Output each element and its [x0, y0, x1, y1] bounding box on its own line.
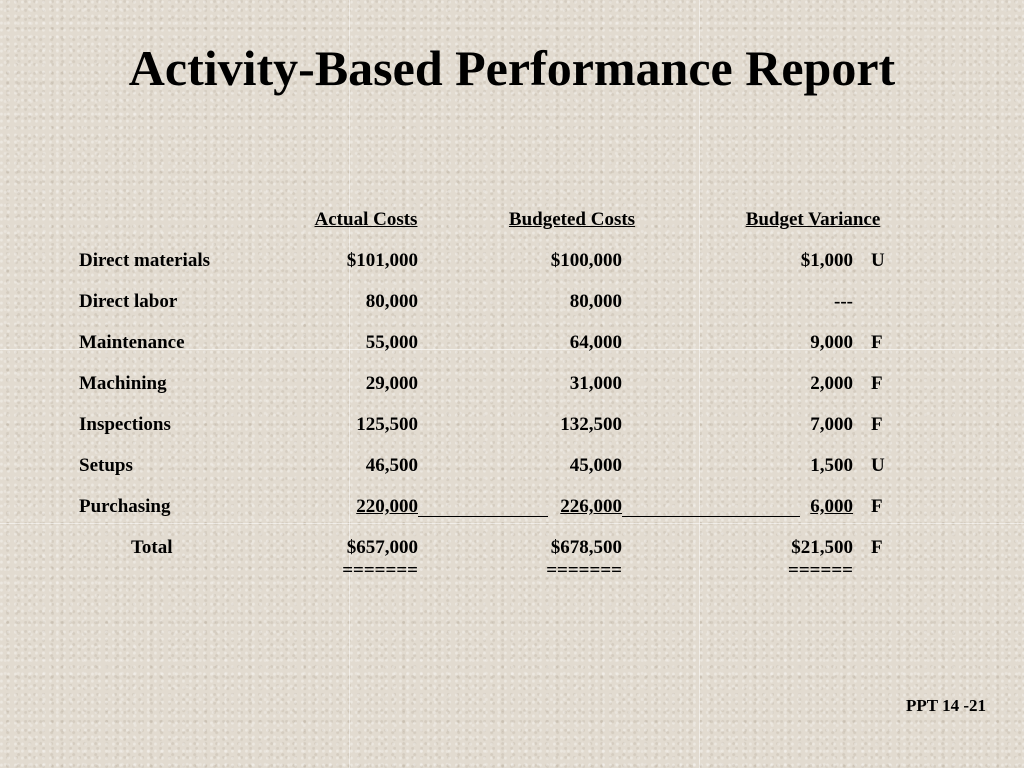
variance-flag: U	[871, 250, 885, 271]
double-underline-rule: =======	[342, 560, 418, 581]
actual-cost-cell: 125,500	[356, 414, 418, 435]
variance-flag: F	[871, 332, 883, 353]
actual-cost-cell: 80,000	[365, 291, 418, 312]
column-header-budget-variance: Budget Variance	[745, 209, 881, 230]
column-header-actual-costs: Actual Costs	[314, 209, 418, 230]
actual-cost-cell: $657,000	[346, 537, 418, 558]
column-header-budgeted-costs: Budgeted Costs	[508, 209, 636, 230]
subtotal-underline	[418, 516, 548, 517]
budgeted-cost-cell: 31,000	[569, 373, 622, 394]
actual-cost-cell: 46,500	[365, 455, 418, 476]
double-underline-rule: =======	[546, 560, 622, 581]
budget-variance-cell: 9,000	[810, 332, 853, 353]
row-label: Purchasing	[79, 496, 171, 517]
budgeted-cost-cell: 80,000	[569, 291, 622, 312]
budgeted-cost-cell: 226,000	[560, 496, 622, 517]
variance-flag: F	[871, 537, 883, 558]
double-underline-rule: ======	[788, 560, 853, 581]
budgeted-cost-cell: 64,000	[569, 332, 622, 353]
slide-title: Activity-Based Performance Report	[128, 40, 896, 96]
row-label: Setups	[79, 455, 133, 476]
subtotal-underline	[622, 516, 800, 517]
budget-variance-cell: 1,500	[810, 455, 853, 476]
budget-variance-cell: 2,000	[810, 373, 853, 394]
budget-variance-cell: ---	[834, 291, 853, 312]
background-gridline	[0, 523, 1024, 524]
budgeted-cost-cell: 132,500	[560, 414, 622, 435]
background-gridline	[349, 0, 350, 768]
budgeted-cost-cell: 45,000	[569, 455, 622, 476]
row-label: Direct materials	[79, 250, 211, 271]
slide-number: PPT 14 -21	[906, 696, 986, 715]
actual-cost-cell: 220,000	[356, 496, 418, 517]
budgeted-cost-cell: $100,000	[550, 250, 622, 271]
budget-variance-cell: 6,000	[810, 496, 853, 517]
row-label: Machining	[79, 373, 167, 394]
actual-cost-cell: 55,000	[365, 332, 418, 353]
budget-variance-cell: $21,500	[791, 537, 853, 558]
background-gridline	[0, 349, 1024, 350]
variance-flag: U	[871, 455, 885, 476]
background-gridline	[699, 0, 700, 768]
actual-cost-cell: $101,000	[346, 250, 418, 271]
row-label: Total	[131, 537, 173, 558]
budgeted-cost-cell: $678,500	[550, 537, 622, 558]
variance-flag: F	[871, 373, 883, 394]
actual-cost-cell: 29,000	[365, 373, 418, 394]
variance-flag: F	[871, 496, 883, 517]
variance-flag: F	[871, 414, 883, 435]
row-label: Inspections	[79, 414, 171, 435]
row-label: Maintenance	[79, 332, 185, 353]
budget-variance-cell: 7,000	[810, 414, 853, 435]
budget-variance-cell: $1,000	[800, 250, 853, 271]
row-label: Direct labor	[79, 291, 178, 312]
